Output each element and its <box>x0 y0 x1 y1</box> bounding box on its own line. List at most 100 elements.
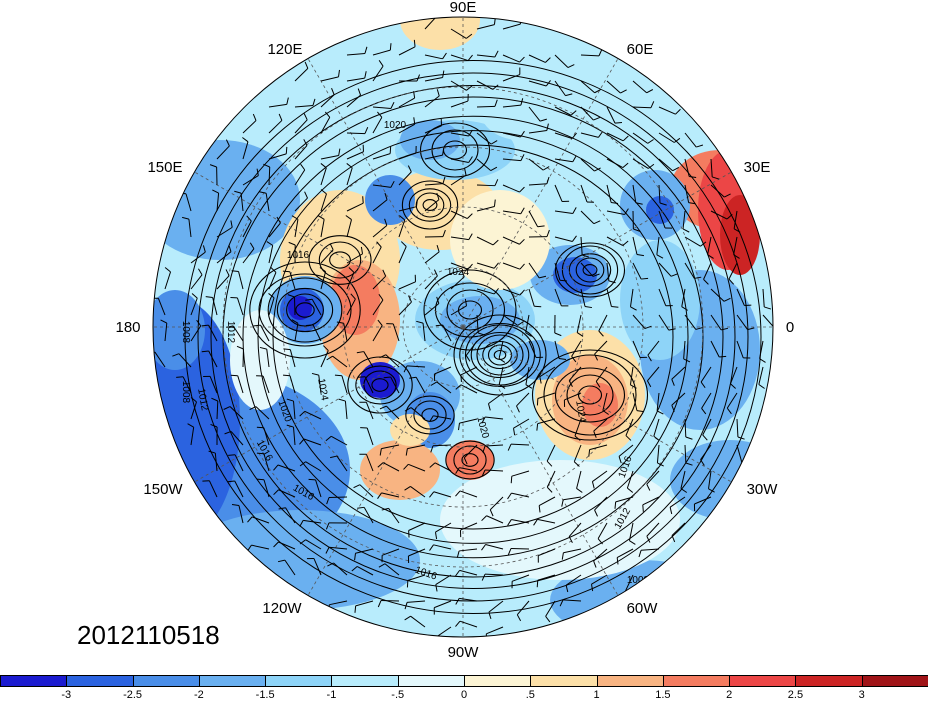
wind-barb <box>700 366 712 389</box>
wind-barb <box>424 269 438 290</box>
wind-barb <box>405 444 426 456</box>
wind-barb <box>424 118 442 134</box>
anomaly-blob <box>360 440 440 500</box>
wind-barb <box>231 503 244 524</box>
wind-barb <box>299 438 322 446</box>
wind-barb <box>320 163 327 186</box>
wind-barb <box>190 293 198 316</box>
wind-barb <box>372 269 387 290</box>
wind-barb <box>164 267 172 290</box>
wind-barb <box>528 262 547 279</box>
wind-barb <box>187 423 195 446</box>
map-border <box>152 16 774 638</box>
contour-line <box>543 354 637 436</box>
contour-line <box>566 374 614 416</box>
wind-barb <box>632 80 654 94</box>
wind-barb <box>632 314 652 330</box>
wind-barb <box>358 376 374 394</box>
wind-barb <box>424 229 446 238</box>
wind-barb <box>700 444 712 466</box>
wind-barb <box>528 80 551 87</box>
wind-barb <box>736 288 752 306</box>
wind-barb <box>210 423 218 446</box>
wind-barb <box>230 297 244 316</box>
wind-barb <box>710 210 733 220</box>
wind-barb <box>606 158 629 169</box>
wind-barb <box>571 340 582 363</box>
longitude-label: 150E <box>147 159 182 176</box>
wind-barb <box>528 176 550 186</box>
wind-barb <box>580 158 601 172</box>
wind-barb <box>580 288 593 309</box>
wind-barb <box>256 478 270 498</box>
wind-barb <box>383 376 400 394</box>
wind-barb <box>593 418 608 438</box>
contour-line <box>453 445 487 475</box>
wind-barb <box>759 340 766 363</box>
colorbar-swatch <box>66 675 134 687</box>
wind-barb <box>434 522 452 540</box>
wind-barb <box>568 366 582 388</box>
wind-barb <box>398 74 421 82</box>
wind-barb <box>160 319 168 342</box>
wind-barb <box>594 496 608 517</box>
contour-line <box>554 242 626 298</box>
wind-barb <box>372 101 395 110</box>
wind-barb <box>580 131 603 138</box>
contour-line <box>267 277 343 343</box>
wind-barb <box>286 398 296 420</box>
anomaly-blob <box>360 362 400 398</box>
contour-line <box>419 122 491 178</box>
wind-barb <box>646 366 660 388</box>
wind-barb <box>282 270 296 290</box>
wind-barb <box>299 539 322 550</box>
contour-line <box>242 115 704 559</box>
wind-barb <box>408 522 426 538</box>
contour-line <box>258 273 352 347</box>
meridian-line <box>307 58 464 328</box>
wind-barb <box>632 392 644 413</box>
wind-barb <box>299 410 322 420</box>
contour-line <box>445 440 495 480</box>
wind-barb <box>224 430 244 446</box>
wind-barb <box>424 52 447 60</box>
wind-barb <box>398 165 412 186</box>
wind-barb <box>430 444 452 453</box>
wind-barb <box>671 366 686 386</box>
wind-barb <box>502 207 525 215</box>
colorbar-swatch <box>331 675 399 687</box>
wind-barb <box>606 288 619 308</box>
wind-barb <box>209 164 218 186</box>
wind-barb <box>404 600 426 610</box>
meridian-line <box>462 171 732 328</box>
wind-barb <box>658 132 681 143</box>
wind-barb <box>403 463 426 472</box>
wind-barb <box>429 462 452 472</box>
wind-barb <box>306 557 322 576</box>
wind-barb <box>525 314 532 337</box>
wind-barb <box>545 600 556 623</box>
wind-barb <box>381 548 400 563</box>
wind-barb <box>710 288 731 302</box>
contour-line <box>575 257 605 283</box>
wind-barb <box>311 372 322 394</box>
contour-value-label: 1020 <box>384 120 407 131</box>
contour-line <box>470 331 530 379</box>
contour-line <box>184 60 762 614</box>
wind-barb <box>476 199 496 212</box>
wind-barb <box>554 132 577 139</box>
wind-barb <box>172 353 192 368</box>
wind-barb <box>398 295 412 316</box>
wind-barb <box>488 600 504 620</box>
wind-barb <box>320 88 335 108</box>
anomaly-blob <box>620 240 700 360</box>
wind-barb <box>334 374 348 394</box>
wind-barb <box>216 220 233 238</box>
wind-barb <box>502 67 521 82</box>
wind-barb <box>459 522 478 538</box>
wind-barb <box>681 288 688 311</box>
wind-barb <box>658 184 667 206</box>
wind-barb <box>320 111 331 134</box>
wind-barb <box>360 427 374 446</box>
wind-barb <box>201 324 218 342</box>
